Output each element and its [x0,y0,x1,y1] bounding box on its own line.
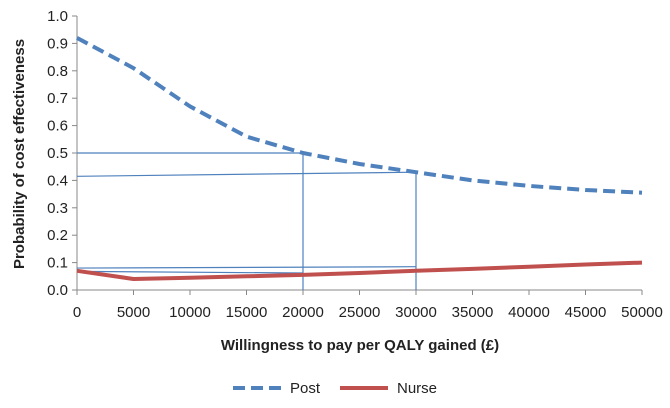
chart-axes [72,15,643,295]
x-tick-label: 25000 [339,304,381,321]
reference-line [76,266,417,269]
y-tick-label: 1.0 [47,8,68,25]
x-tick-label: 50000 [621,304,663,321]
x-tick-label: 35000 [452,304,494,321]
legend-label-post: Post [290,380,321,397]
y-tick-label: 0.8 [47,63,68,80]
x-tick-label: 5000 [117,304,150,321]
x-tick-label: 0 [73,304,81,321]
series-line-nurse [76,260,643,281]
chart-series [76,36,643,281]
x-tick-label: 15000 [226,304,268,321]
y-tick-label: 0.5 [47,145,68,162]
y-tick-label: 0.1 [47,255,68,272]
x-axis-title: Willingness to pay per QALY gained (£) [221,337,499,354]
y-axis-title: Probability of cost effectiveness [11,39,28,269]
x-tick-label: 10000 [169,304,211,321]
x-tick-label: 20000 [282,304,324,321]
reference-lines [76,152,417,290]
series-line-post [76,36,643,195]
y-tick-label: 0.9 [47,35,68,52]
legend-label-nurse: Nurse [397,380,437,397]
y-tick-label: 0.3 [47,200,68,217]
chart-legend: Post Nurse [233,380,437,397]
reference-line [76,270,304,274]
reference-line [76,171,417,177]
y-tick-label: 0.0 [47,282,68,299]
x-tick-label: 30000 [395,304,437,321]
y-tick-label: 0.7 [47,90,68,107]
x-tick-label: 45000 [565,304,607,321]
y-tick-labels: 0.0 0.1 0.2 0.3 0.4 0.5 0.6 0.7 0.8 0.9 1.0 [47,8,68,299]
x-tick-label: 40000 [508,304,550,321]
x-tick-labels: 0 5000 10000 15000 20000 25000 30000 35000 40000… [73,304,663,321]
y-tick-label: 0.2 [47,227,68,244]
y-tick-label: 0.4 [47,172,68,189]
y-tick-label: 0.6 [47,118,68,135]
